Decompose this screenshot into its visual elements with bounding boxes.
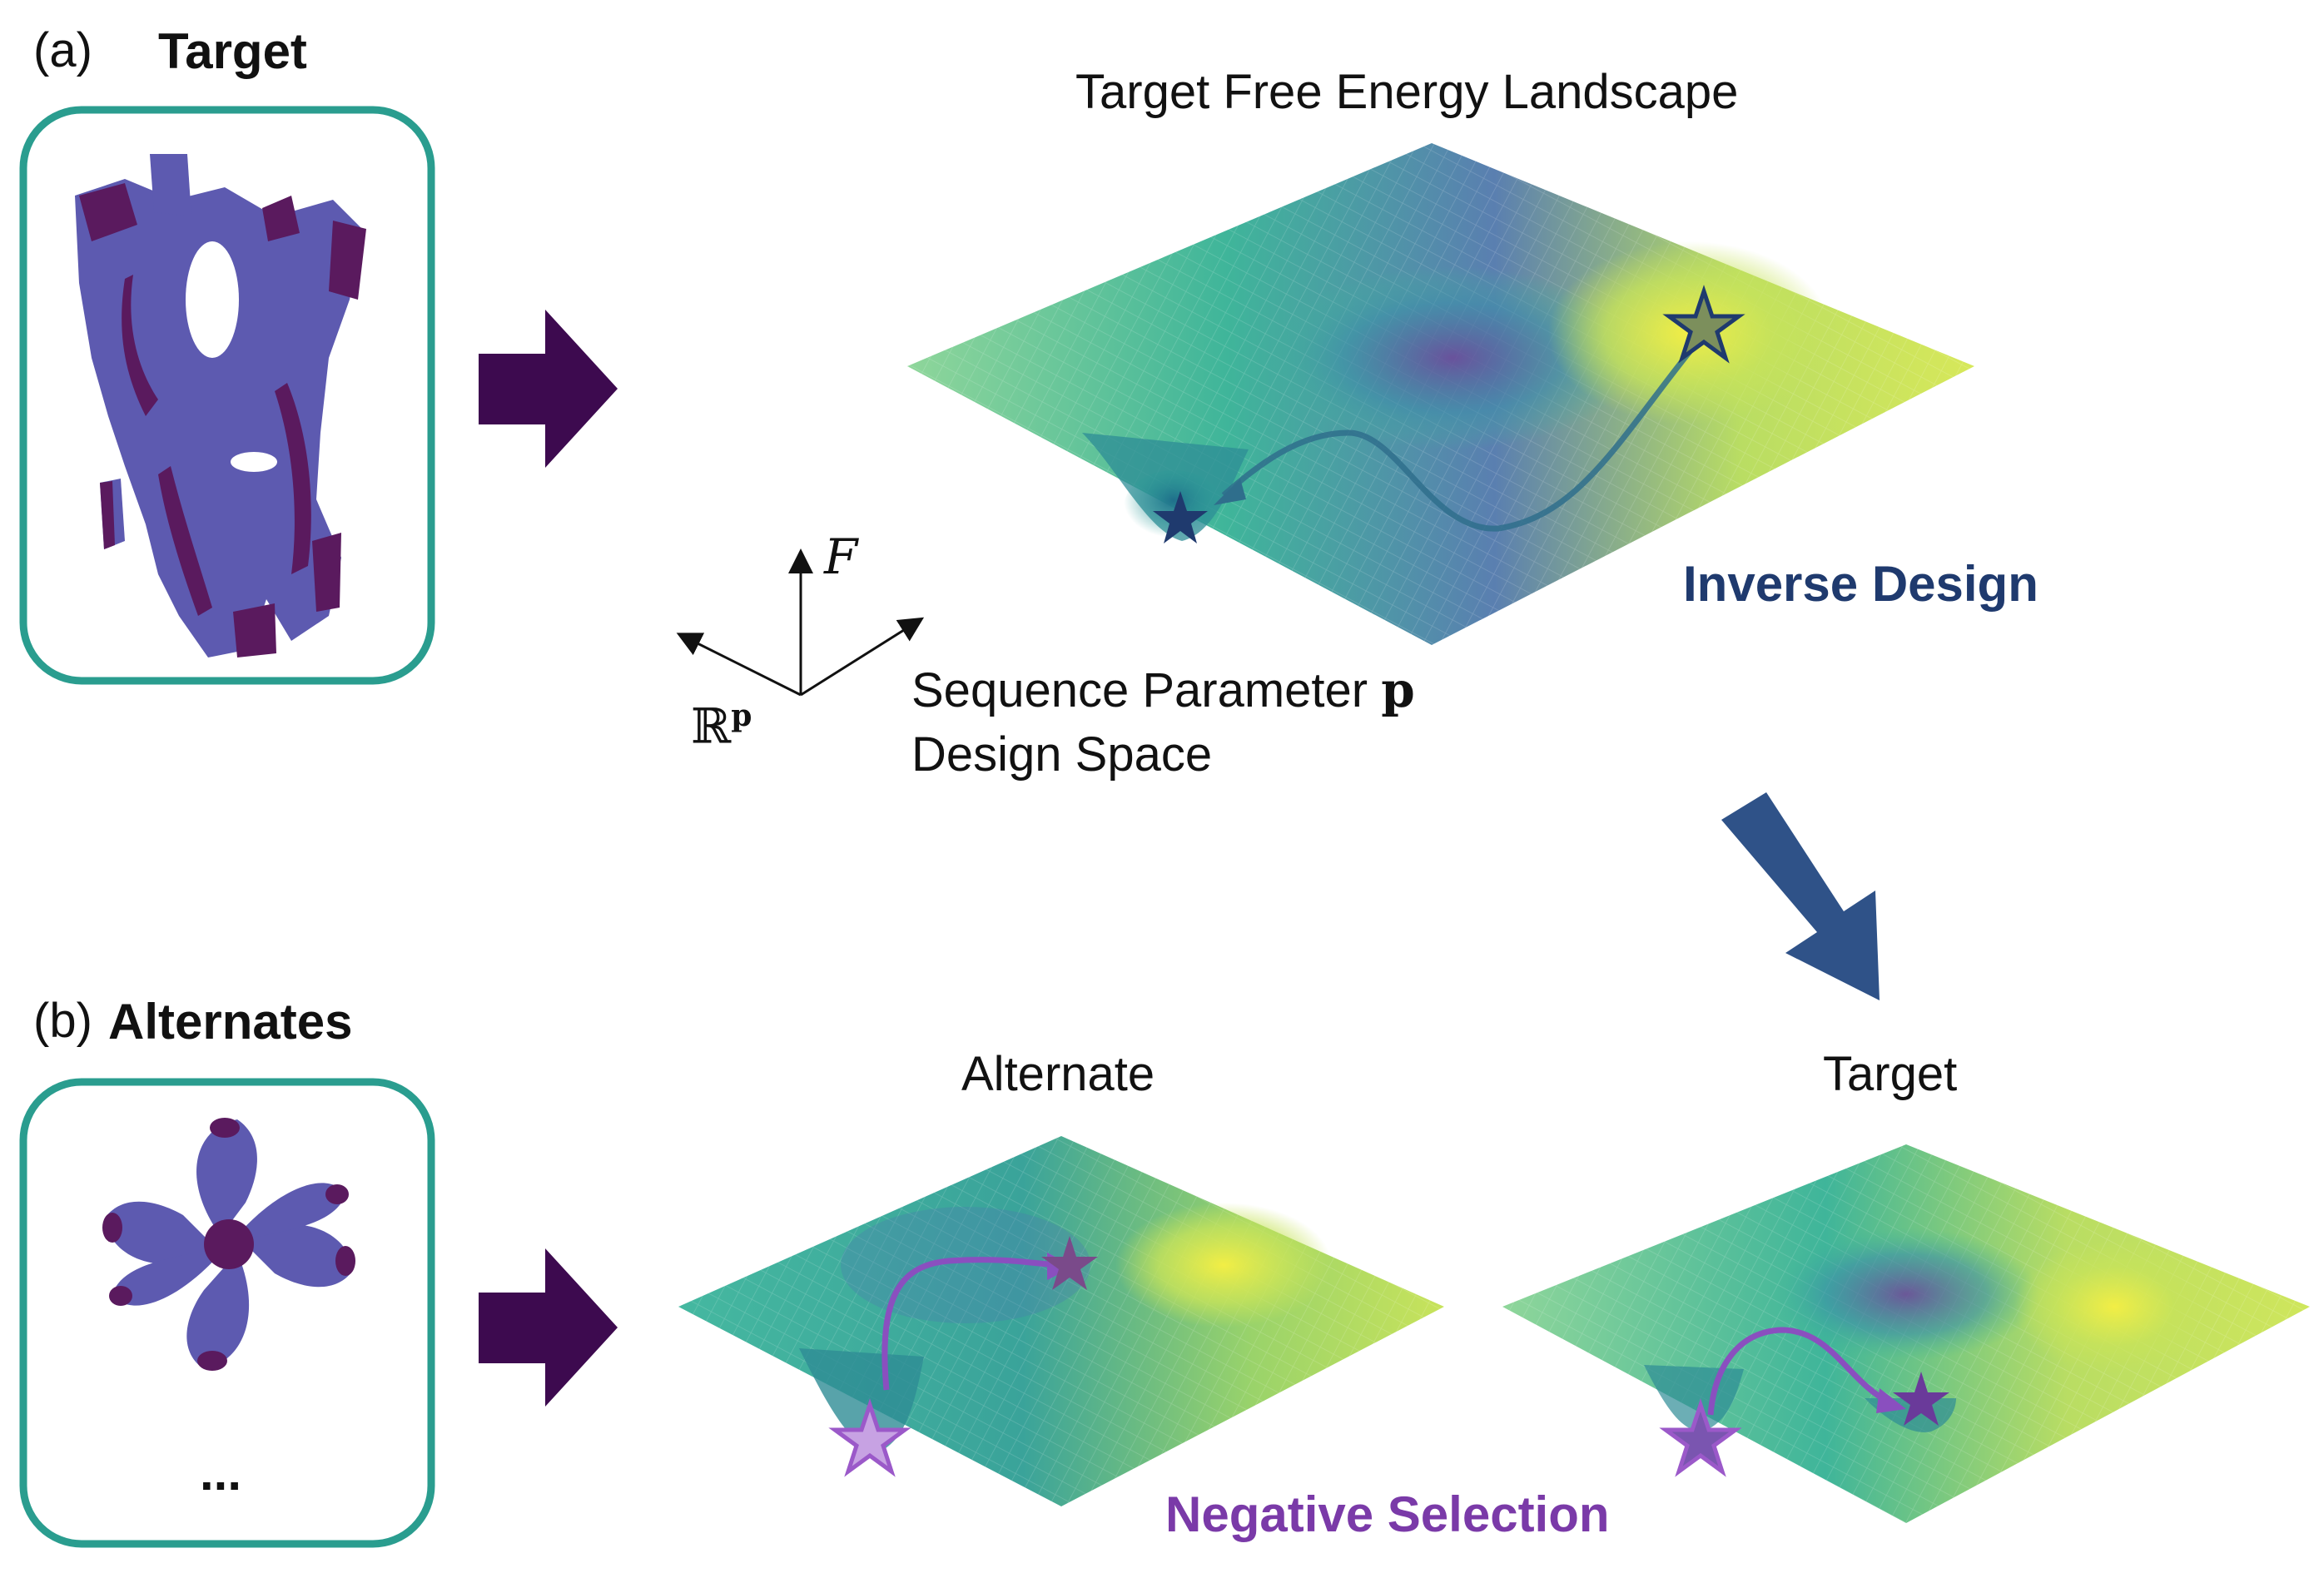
start-star — [1662, 285, 1745, 364]
sequence-parameter-label: Sequence Parameter p — [911, 666, 1415, 715]
panel-b-title: Alternates — [108, 994, 353, 1050]
axis-f-label: F — [824, 528, 858, 585]
design-space-label: Design Space — [911, 727, 1213, 782]
alternates-structure-image — [102, 1118, 355, 1371]
alternate-title: Alternate — [961, 1047, 1155, 1101]
sequence-parameter-text: Sequence Parameter — [911, 663, 1368, 717]
target-structure-box — [19, 106, 435, 685]
alternates-structure-box — [19, 1078, 435, 1548]
sequence-parameter-symbol: p — [1381, 662, 1415, 718]
panel-a-title: Target — [158, 23, 307, 79]
negative-selection-label: Negative Selection — [1165, 1486, 1610, 1542]
alternate-path — [881, 1257, 1062, 1391]
target-b-high-star — [1659, 1398, 1742, 1477]
target-b-path-head — [1876, 1388, 1906, 1413]
arrow-a-right — [479, 310, 618, 468]
panel-a-letter: (a) — [33, 23, 92, 77]
inverse-design-path — [1221, 339, 1701, 532]
axis-r-symbol: ℝ — [691, 697, 732, 755]
panel-b-letter: (b) — [33, 994, 92, 1048]
alternates-ellipsis: ... — [200, 1445, 242, 1501]
target-b-title: Target — [1823, 1047, 1958, 1101]
arrow-diagonal — [1721, 792, 1880, 1000]
axes-diagram — [676, 548, 925, 697]
alternate-landscape-surface — [678, 1136, 1444, 1506]
target-structure-image — [75, 154, 366, 658]
alternate-low-star — [828, 1398, 911, 1477]
target-b-path — [1707, 1327, 1891, 1416]
target-b-low-star — [1893, 1372, 1949, 1426]
inverse-design-label: Inverse Design — [1683, 556, 2038, 612]
alternate-high-star — [1041, 1236, 1098, 1290]
target-b-landscape-surface — [1502, 1144, 2310, 1523]
landscape-title: Target Free Energy Landscape — [1075, 65, 1739, 119]
axis-r-label: ℝp — [691, 701, 752, 750]
inverse-design-path-head — [1214, 479, 1246, 505]
target-star — [1153, 491, 1208, 543]
arrow-b-right — [479, 1248, 618, 1407]
axis-r-superscript: p — [731, 698, 752, 733]
